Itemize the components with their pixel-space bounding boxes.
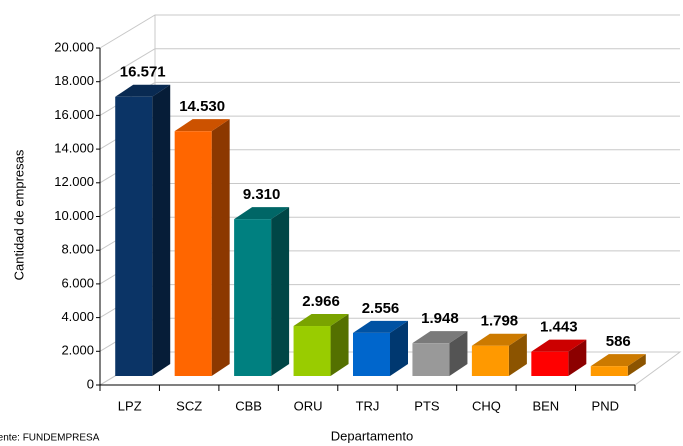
bar	[115, 96, 153, 376]
x-tick-label: PND	[592, 398, 619, 413]
x-tick-label: LPZ	[118, 398, 142, 413]
bar-top	[234, 207, 290, 220]
bar-side	[390, 320, 408, 376]
x-tick-label: CHQ	[472, 398, 501, 413]
bar-top	[115, 84, 171, 97]
bar-side	[211, 119, 230, 377]
x-tick-label: BEN	[532, 398, 559, 413]
value-label: 1.798	[481, 313, 519, 330]
value-label: 2.556	[362, 300, 400, 317]
y-tick-label: 0	[87, 376, 94, 391]
bar	[412, 343, 450, 376]
x-tick-label: ORU	[294, 398, 323, 413]
bar-side	[152, 84, 171, 376]
x-tick-label: TRJ	[356, 398, 380, 413]
bar	[590, 366, 628, 376]
value-label: 9.310	[243, 186, 281, 203]
bar	[174, 131, 212, 376]
bar-side	[508, 333, 527, 376]
bar-top	[353, 320, 408, 333]
bar	[293, 326, 331, 376]
grid-line	[99, 14, 680, 49]
value-label: 1.443	[540, 319, 578, 336]
bar	[353, 332, 390, 376]
bar-top	[471, 333, 527, 346]
y-tick-label: 18.000	[54, 73, 94, 88]
x-tick-label: CBB	[235, 398, 262, 413]
value-label: 586	[606, 333, 631, 350]
y-tick-label: 2.000	[61, 343, 94, 358]
y-tick-label: 16.000	[54, 107, 94, 122]
bar	[471, 345, 509, 376]
y-tick-label: 10.000	[54, 208, 94, 223]
value-label: 14.530	[179, 98, 225, 115]
x-tick-label: PTS	[414, 398, 440, 413]
value-label: 16.571	[120, 64, 166, 81]
bar-side	[627, 354, 646, 376]
bar-top	[174, 119, 230, 132]
y-tick-label: 6.000	[61, 275, 94, 290]
source-note: Fuente: FUNDEMPRESA	[0, 433, 100, 444]
y-tick-label: 20.000	[54, 39, 94, 54]
bar-side	[271, 207, 290, 376]
x-axis-title: Departamento	[331, 428, 413, 443]
bar-top	[293, 314, 349, 327]
y-axis-title: Cantidad de empresas	[11, 149, 26, 280]
bar-top	[590, 354, 646, 367]
x-tick-label: SCZ	[176, 398, 202, 413]
y-tick-label: 4.000	[61, 309, 94, 324]
value-label: 2.966	[302, 293, 340, 310]
y-tick-label: 8.000	[61, 242, 94, 257]
grid-line	[99, 48, 680, 83]
bar-side	[568, 339, 587, 376]
bar-top	[531, 339, 587, 352]
bar	[234, 219, 272, 376]
value-label: 1.948	[421, 310, 459, 327]
y-tick-label: 14.000	[54, 141, 94, 156]
y-tick-label: 12.000	[54, 174, 94, 189]
bar-side	[449, 331, 468, 376]
bar-top	[412, 331, 468, 344]
bar	[531, 351, 569, 376]
bar-side	[330, 314, 349, 376]
